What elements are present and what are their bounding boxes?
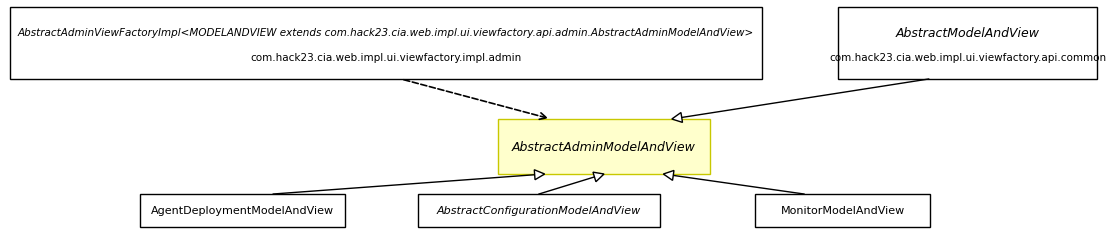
Polygon shape [535,170,545,180]
Polygon shape [672,113,683,123]
Bar [498,120,710,174]
Bar [755,194,930,227]
Bar [139,194,345,227]
Polygon shape [663,171,674,181]
Text: MonitorModelAndView: MonitorModelAndView [780,206,904,216]
Text: AbstractModelAndView: AbstractModelAndView [896,26,1039,40]
Bar [10,8,762,80]
Polygon shape [593,172,604,182]
Bar [838,8,1097,80]
Text: com.hack23.cia.web.impl.ui.viewfactory.impl.admin: com.hack23.cia.web.impl.ui.viewfactory.i… [250,53,521,63]
Bar [418,194,660,227]
Text: com.hack23.cia.web.impl.ui.viewfactory.api.common: com.hack23.cia.web.impl.ui.viewfactory.a… [829,53,1106,63]
Text: AbstractAdminModelAndView: AbstractAdminModelAndView [513,140,696,153]
Text: AbstractAdminViewFactoryImpl<MODELANDVIEW extends com.hack23.cia.web.impl.ui.vie: AbstractAdminViewFactoryImpl<MODELANDVIE… [18,28,754,38]
Text: AbstractConfigurationModelAndView: AbstractConfigurationModelAndView [437,206,641,216]
Text: AgentDeploymentModelAndView: AgentDeploymentModelAndView [151,206,334,216]
